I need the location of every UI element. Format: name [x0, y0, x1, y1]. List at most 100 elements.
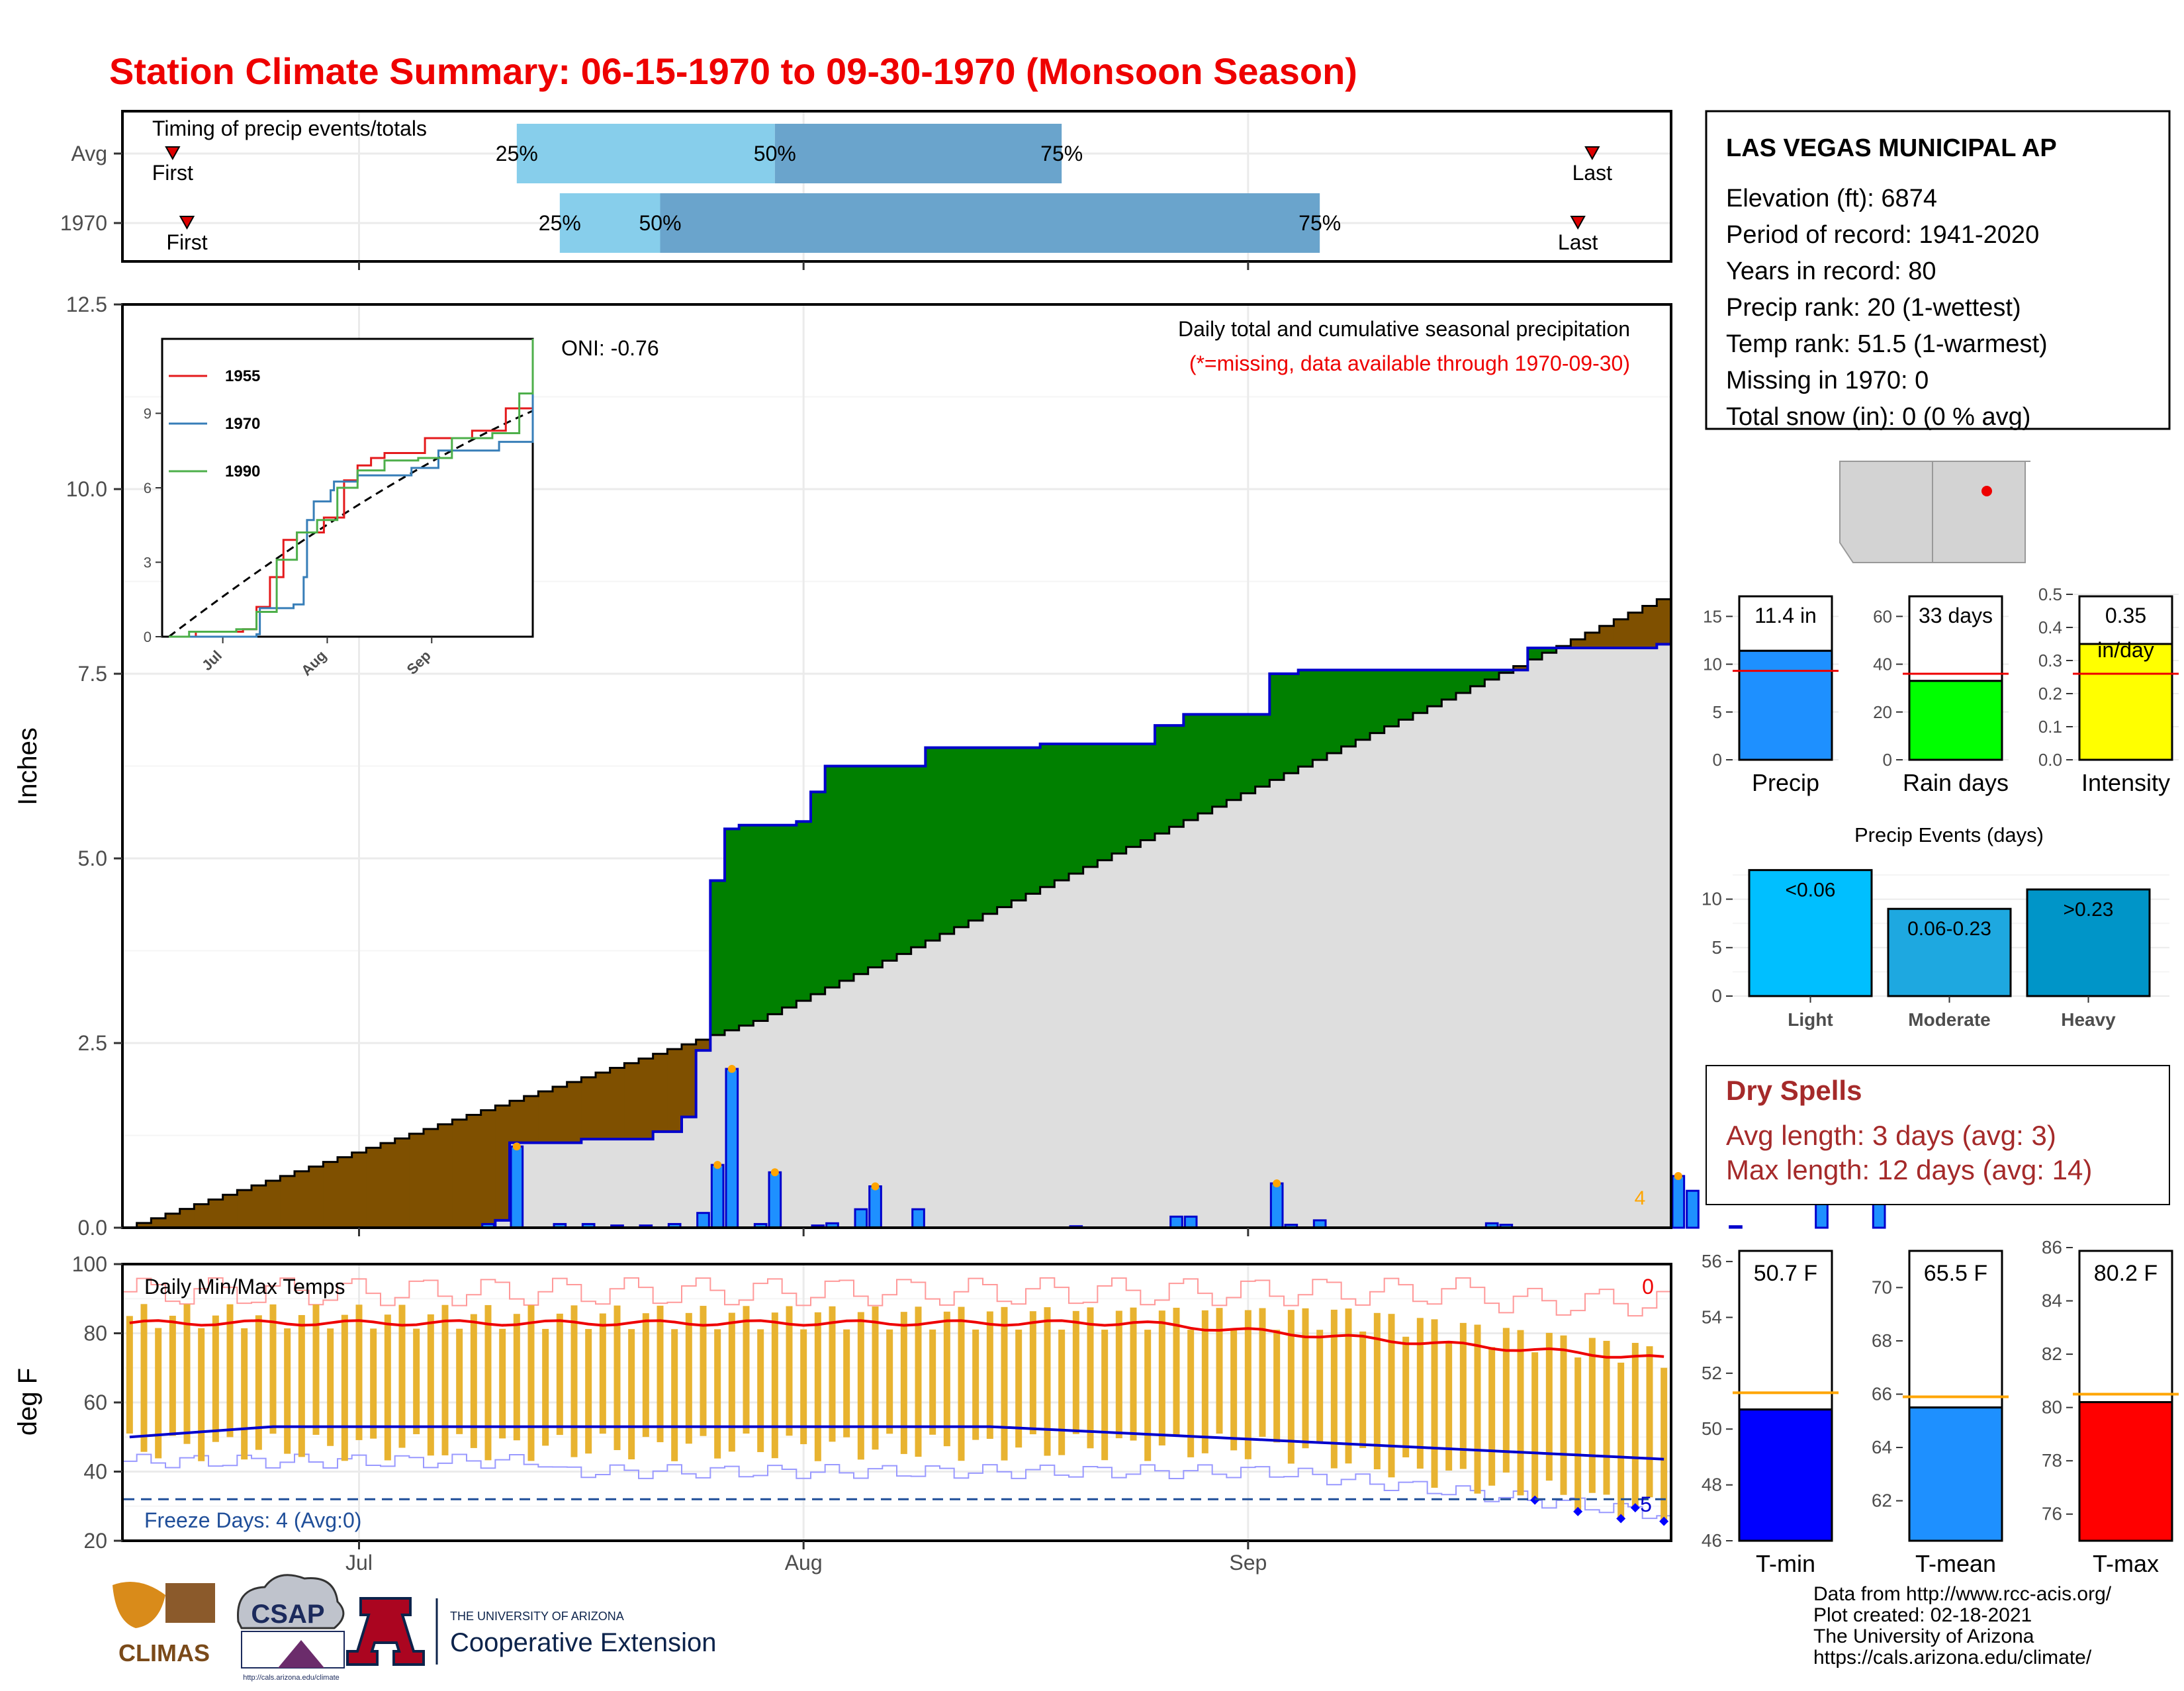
dry-spells-title: Dry Spells	[1726, 1075, 1862, 1106]
temp-chart-label-box	[1908, 1250, 2003, 1409]
timing-bar-50-75	[774, 124, 1062, 183]
season-temp-charts: 46 48 50 52 54 56 50.7 F T-min 62 64 66 68 70 65.5 F T…	[1702, 1237, 2179, 1577]
above-average-segment	[782, 825, 797, 1008]
timing-last-marker	[1570, 216, 1586, 230]
daily-precip-bar	[768, 1171, 782, 1229]
above-average-segment	[1413, 670, 1428, 713]
timing-row-label: 1970	[60, 211, 107, 235]
temp-chart-y-tick-label: 62	[1872, 1490, 1892, 1511]
above-average-segment	[1470, 670, 1485, 686]
daily-temp-range-bar	[886, 1329, 893, 1434]
daily-temp-range-bar	[1044, 1307, 1051, 1456]
daily-temp-range-bar	[1101, 1330, 1109, 1461]
above-average-segment	[811, 792, 826, 995]
mini-chart-y-tick-label: 0.1	[2038, 717, 2062, 737]
temp-chart-label-box	[1738, 1250, 1833, 1411]
freeze-day-marker	[1616, 1514, 1626, 1524]
events-title: Precip Events (days)	[1854, 823, 2044, 846]
mini-chart-y-tick-label: 0.5	[2038, 584, 2062, 604]
below-average-segment	[1599, 625, 1614, 648]
daily-temp-range-bar	[1661, 1367, 1668, 1522]
daily-temp-range-bar	[700, 1306, 707, 1436]
daily-temp-range-bar	[312, 1304, 320, 1435]
mini-chart-y-tick-label: 10	[1703, 655, 1722, 674]
daily-precip-bar	[725, 1068, 739, 1229]
daily-temp-range-bar	[398, 1304, 406, 1448]
events-y-tick-label: 5	[1711, 937, 1722, 958]
events-bar-heavy	[2026, 888, 2151, 997]
inset-y-tick-label: 6	[144, 480, 152, 496]
daily-temp-range-bar	[1459, 1322, 1467, 1469]
timing-last-label: Last	[1558, 230, 1598, 254]
temp-chart-category-label: T-max	[2093, 1550, 2159, 1577]
date-x-tick-label: Sep	[1229, 1551, 1267, 1575]
location-map	[1839, 461, 2032, 563]
below-average-segment	[639, 1058, 654, 1140]
daily-temp-range-bar	[1531, 1352, 1539, 1500]
temps-bottom-count: 5	[1640, 1492, 1652, 1516]
temp-chart-t-min: 46 48 50 52 54 56 50.7 F T-min	[1702, 1250, 1839, 1577]
daily-temp-range-bar	[1588, 1338, 1596, 1493]
precip-corner-count: 4	[1635, 1187, 1646, 1209]
daily-temp-range-bar	[1001, 1306, 1008, 1461]
daily-temp-range-bar	[872, 1306, 879, 1450]
daily-temp-range-bar	[456, 1328, 463, 1434]
precip-y-tick-label: 7.5	[78, 662, 107, 686]
below-average-segment	[696, 1039, 711, 1051]
above-average-segment	[1040, 744, 1055, 888]
daily-temp-range-bar	[786, 1306, 793, 1436]
precip-events-chart: Precip Events (days) 0 5 10 <0.06 Light 0.06-…	[1702, 823, 2169, 1030]
temps-y-tick-label: 100	[72, 1252, 107, 1276]
daily-temp-range-bar	[1545, 1332, 1553, 1481]
below-average-segment	[510, 1101, 525, 1143]
map-arizona	[1839, 461, 1933, 563]
daily-temp-range-bar	[628, 1329, 635, 1459]
above-average-segment	[1542, 647, 1557, 653]
map-borders	[1840, 461, 2030, 563]
station-lines: Elevation (ft): 6874 Period of record: 19…	[1726, 185, 2048, 431]
above-average-segment	[710, 880, 725, 1035]
temp-chart-category-label: T-mean	[1915, 1550, 1996, 1577]
precip-note: Daily total and cumulative seasonal prec…	[1178, 317, 1630, 341]
precip-panel-frame	[121, 303, 1672, 1229]
station-info-line: Total snow (in): 0 (0 % avg)	[1726, 403, 2030, 431]
below-average-segment	[424, 1128, 439, 1228]
timing-title: Timing of precip events/totals	[152, 116, 427, 140]
mini-chart-rain-days: 0 20 40 60 33 days Rain days	[1873, 588, 2009, 796]
csap-logo-text: CSAP	[251, 1600, 324, 1629]
temps-content	[122, 1277, 1671, 1526]
daily-temp-range-bar	[384, 1314, 391, 1461]
temps-top-count: 0	[1642, 1275, 1654, 1299]
daily-precip-bar	[1169, 1215, 1183, 1229]
timing-last-label: Last	[1572, 161, 1613, 185]
below-average-segment	[179, 1209, 195, 1228]
station-info-frame	[1705, 110, 2171, 430]
daily-temp-range-bar	[585, 1329, 592, 1454]
station-info-line: Years in record: 80	[1726, 257, 1936, 285]
mini-chart-value-label: in/day	[2097, 638, 2154, 662]
daily-temp-range-bar	[212, 1315, 219, 1442]
max-precip-marker	[871, 1182, 880, 1191]
daily-temp-range-bar	[1144, 1330, 1152, 1461]
temp-chart-value-label: 65.5 F	[1924, 1261, 1987, 1286]
daily-temp-range-bar	[1287, 1310, 1295, 1464]
footer-credit-line: https://cals.arizona.edu/climate/	[1813, 1647, 2092, 1668]
daily-temp-range-bar	[857, 1312, 864, 1460]
daily-temp-range-bar	[1015, 1329, 1023, 1448]
above-average-segment	[983, 747, 998, 914]
mini-chart-value-bar	[1738, 649, 1833, 761]
daily-temp-range-bar	[943, 1311, 950, 1447]
above-average-segment	[1441, 670, 1457, 700]
temp-chart-y-tick-label: 56	[1702, 1251, 1722, 1271]
daily-temp-range-bar	[915, 1306, 922, 1457]
mini-chart-value-bar	[2078, 643, 2173, 761]
above-average-segment	[1112, 744, 1127, 854]
events-bar-light	[1748, 869, 1873, 997]
mini-chart-precip: 0 5 10 15 11.4 in Precip	[1703, 588, 1839, 796]
events-y-tick-label: 0	[1711, 985, 1722, 1006]
below-average-segment	[251, 1185, 267, 1228]
below-average-segment	[194, 1204, 209, 1228]
above-average-segment	[1241, 714, 1256, 794]
daily-temp-range-bar	[1617, 1362, 1625, 1519]
